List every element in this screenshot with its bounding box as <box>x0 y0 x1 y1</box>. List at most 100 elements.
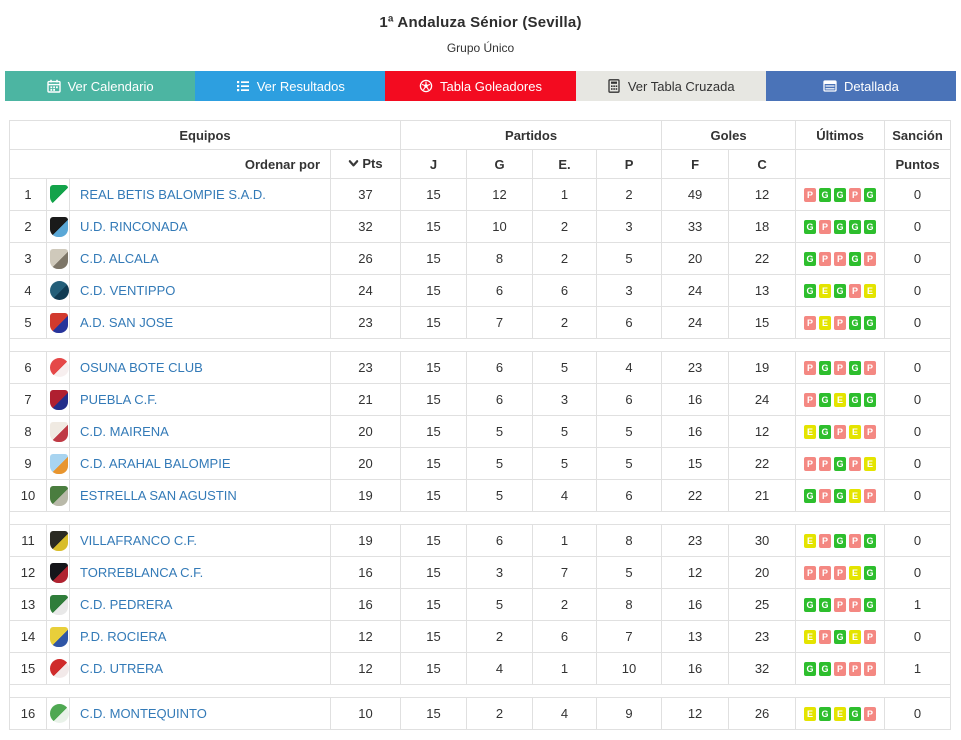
form-badge-p: P <box>804 393 817 408</box>
team-link[interactable]: C.D. ALCALA <box>80 251 159 266</box>
j-cell: 15 <box>400 178 468 211</box>
pts-cell: 21 <box>329 383 402 416</box>
j-cell: 15 <box>400 306 468 339</box>
puntos-header: Puntos <box>884 149 952 179</box>
form-badge-g: G <box>849 361 862 376</box>
nav-bar: Ver Calendario Ver Resultados Tabla Golead… <box>5 71 957 101</box>
p-cell: 7 <box>596 620 663 653</box>
team-link[interactable]: REAL BETIS BALOMPIE S.A.D. <box>80 187 266 202</box>
ver-resultados-button[interactable]: Ver Resultados <box>195 71 386 101</box>
team-link[interactable]: VILLAFRANCO C.F. <box>80 533 198 548</box>
sort-pts-header[interactable]: Pts <box>329 149 402 179</box>
sancion-cell: 0 <box>884 556 952 589</box>
team-cell: C.D. MONTEQUINTO <box>69 697 331 730</box>
position-cell: 15 <box>9 652 47 685</box>
form-badge-p: P <box>864 489 877 504</box>
j-cell: 15 <box>400 556 468 589</box>
team-link[interactable]: C.D. ARAHAL BALOMPIE <box>80 456 231 471</box>
team-link[interactable]: C.D. PEDRERA <box>80 597 173 612</box>
e-cell: 6 <box>532 620 598 653</box>
form-badge-e: E <box>804 534 817 549</box>
f-cell: 33 <box>661 210 730 243</box>
goles-header: Goles <box>661 120 797 150</box>
g-cell: 10 <box>466 210 534 243</box>
team-link[interactable]: C.D. VENTIPPO <box>80 283 176 298</box>
team-link[interactable]: C.D. MONTEQUINTO <box>80 706 207 721</box>
team-link[interactable]: P.D. ROCIERA <box>80 629 167 644</box>
club-crest-icon <box>50 312 68 333</box>
team-link[interactable]: U.D. RINCONADA <box>80 219 188 234</box>
form-badge-g: G <box>804 220 817 235</box>
f-cell: 20 <box>661 242 730 275</box>
form-badge-g: G <box>819 425 832 440</box>
f-cell: 49 <box>661 178 730 211</box>
e-cell: 1 <box>532 524 598 557</box>
form-badge-e: E <box>834 393 847 408</box>
team-link[interactable]: C.D. MAIRENA <box>80 424 169 439</box>
team-link[interactable]: TORREBLANCA C.F. <box>80 565 204 580</box>
tabla-goleadores-button[interactable]: Tabla Goleadores <box>385 71 576 101</box>
team-cell: C.D. PEDRERA <box>69 588 331 621</box>
pts-cell: 16 <box>329 556 402 589</box>
col-e-header: E. <box>532 149 598 179</box>
club-crest-icon <box>50 281 69 300</box>
form-badge-g: G <box>834 489 847 504</box>
crest-cell <box>46 242 70 275</box>
form-badge-g: G <box>834 188 847 203</box>
form-badge-p: P <box>849 598 862 613</box>
crest-cell <box>46 178 70 211</box>
f-cell: 23 <box>661 351 730 384</box>
sancion-cell: 0 <box>884 306 952 339</box>
g-cell: 5 <box>466 479 534 512</box>
crest-cell <box>46 447 70 480</box>
j-cell: 15 <box>400 588 468 621</box>
calculator-icon <box>607 79 621 93</box>
position-cell: 8 <box>9 415 47 448</box>
crest-cell <box>46 306 70 339</box>
crest-cell <box>46 588 70 621</box>
club-crest-icon <box>50 530 68 551</box>
club-crest-icon <box>50 626 68 647</box>
equipos-header: Equipos <box>8 120 402 150</box>
team-link[interactable]: A.D. SAN JOSE <box>80 315 174 330</box>
form-badge-p: P <box>864 252 877 267</box>
crest-cell <box>46 620 70 653</box>
form-badge-p: P <box>834 361 847 376</box>
e-cell: 2 <box>532 210 598 243</box>
form-badge-p: P <box>864 425 877 440</box>
sancion-cell: 0 <box>884 178 952 211</box>
club-crest-icon <box>50 184 68 205</box>
team-link[interactable]: PUEBLA C.F. <box>80 392 158 407</box>
sancion-cell: 0 <box>884 524 952 557</box>
e-cell: 7 <box>532 556 598 589</box>
pts-cell: 19 <box>329 479 402 512</box>
form-badge-e: E <box>849 566 862 581</box>
position-cell: 14 <box>9 620 47 653</box>
table-row: 9 C.D. ARAHAL BALOMPIE 20 15 5 5 5 15 22 P P G P E 0 <box>9 447 952 480</box>
form-badge-e: E <box>804 425 817 440</box>
form-badge-g: G <box>849 393 862 408</box>
club-crest-icon <box>50 216 68 237</box>
ver-tabla-cruzada-button[interactable]: Ver Tabla Cruzada <box>575 71 766 101</box>
c-cell: 30 <box>728 524 797 557</box>
sancion-cell: 0 <box>884 447 952 480</box>
c-cell: 25 <box>728 588 797 621</box>
team-link[interactable]: ESTRELLA SAN AGUSTIN <box>80 488 237 503</box>
team-link[interactable]: OSUNA BOTE CLUB <box>80 360 203 375</box>
j-cell: 15 <box>400 383 468 416</box>
p-cell: 6 <box>596 479 663 512</box>
team-link[interactable]: C.D. UTRERA <box>80 661 164 676</box>
pts-cell: 26 <box>329 242 402 275</box>
club-crest-icon <box>50 659 69 678</box>
detallada-button[interactable]: Detallada <box>765 71 957 101</box>
j-cell: 15 <box>400 351 468 384</box>
p-cell: 4 <box>596 351 663 384</box>
ver-calendario-button[interactable]: Ver Calendario <box>5 71 196 101</box>
form-badge-p: P <box>849 534 862 549</box>
f-cell: 22 <box>661 479 730 512</box>
g-cell: 5 <box>466 415 534 448</box>
sancion-cell: 0 <box>884 415 952 448</box>
f-cell: 24 <box>661 274 730 307</box>
